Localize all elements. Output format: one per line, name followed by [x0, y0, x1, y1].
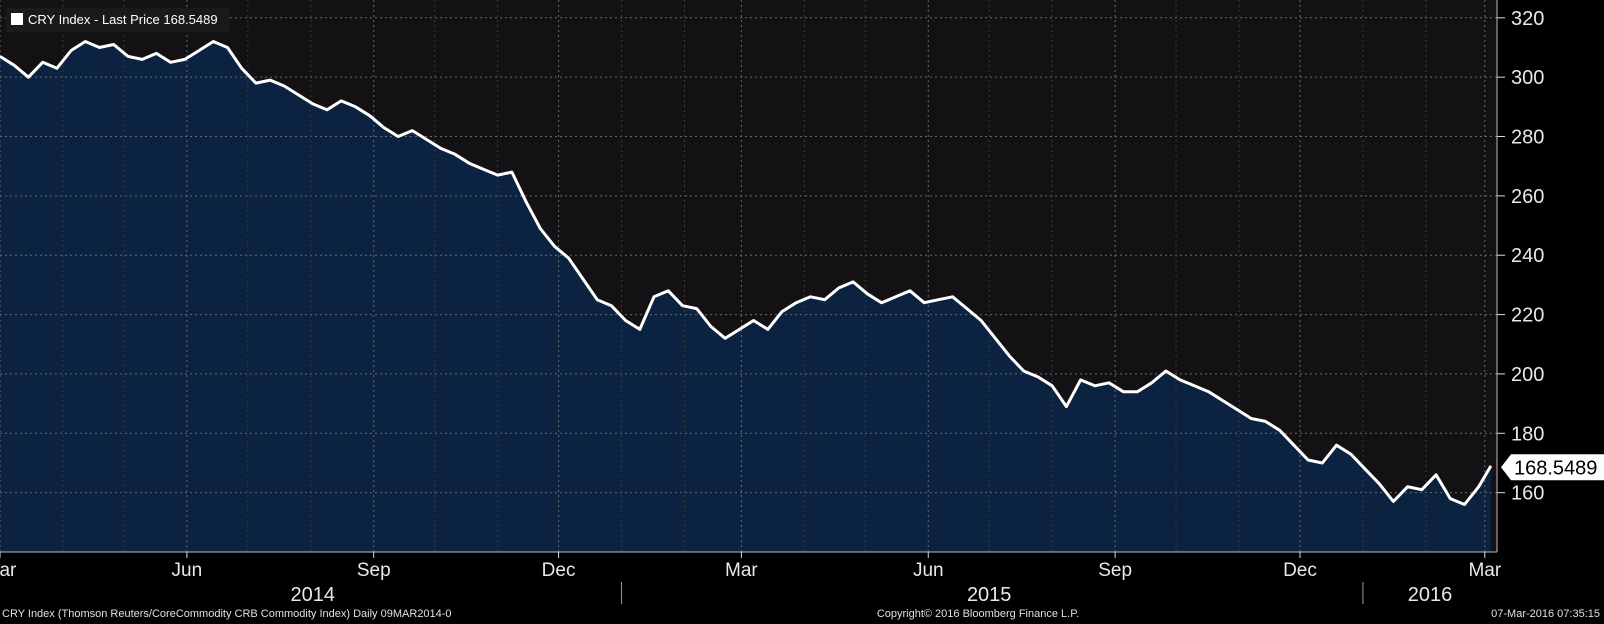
x-tick-label: Sep: [357, 560, 391, 581]
y-tick-label: 160: [1511, 483, 1544, 505]
y-tick-label: 260: [1511, 186, 1544, 208]
y-tick-label: 180: [1511, 423, 1544, 445]
y-tick-label: 220: [1511, 305, 1544, 327]
grid-layer: [0, 0, 1497, 552]
y-tick-label: 280: [1511, 127, 1544, 149]
footer-right: 07-Mar-2016 07:35:15: [1491, 608, 1600, 620]
axis-layer: 160 180 200 220 240 260 280 300 320 Mar Jun Sep Dec M…: [0, 0, 1544, 606]
legend-box: [6, 8, 230, 32]
year-label: 2015: [967, 584, 1012, 606]
x-tick-label: Sep: [1098, 560, 1132, 581]
x-tick-label: Jun: [913, 560, 944, 581]
x-tick-label: Dec: [1283, 560, 1317, 581]
last-price-marker: 168.5489: [1501, 454, 1604, 481]
last-price-tag: [1501, 454, 1604, 481]
footer-left: CRY Index (Thomson Reuters/CoreCommodity…: [2, 608, 452, 620]
x-tick-label: Mar: [725, 560, 758, 581]
y-tick-label: 320: [1511, 8, 1544, 30]
year-label: 2016: [1408, 584, 1453, 606]
x-tick-label: Mar: [0, 560, 17, 581]
legend-swatch: [11, 13, 23, 25]
year-label: 2014: [291, 584, 336, 606]
y-tick-label: 200: [1511, 364, 1544, 386]
x-tick-label: Mar: [1468, 560, 1501, 581]
y-tick-label: 240: [1511, 245, 1544, 267]
legend: CRY Index - Last Price 168.5489: [6, 8, 230, 32]
series-area: [0, 41, 1491, 552]
x-tick-label: Jun: [172, 560, 203, 581]
line-layer: [0, 40, 1493, 506]
footer-center: Copyright© 2016 Bloomberg Finance L.P.: [877, 608, 1079, 620]
legend-label: CRY Index - Last Price 168.5489: [28, 12, 218, 27]
area-layer: [0, 41, 1491, 552]
x-tick-label: Dec: [542, 560, 576, 581]
series-line: [0, 40, 1493, 506]
y-tick-label: 300: [1511, 67, 1544, 89]
last-price-label: 168.5489: [1514, 457, 1597, 479]
